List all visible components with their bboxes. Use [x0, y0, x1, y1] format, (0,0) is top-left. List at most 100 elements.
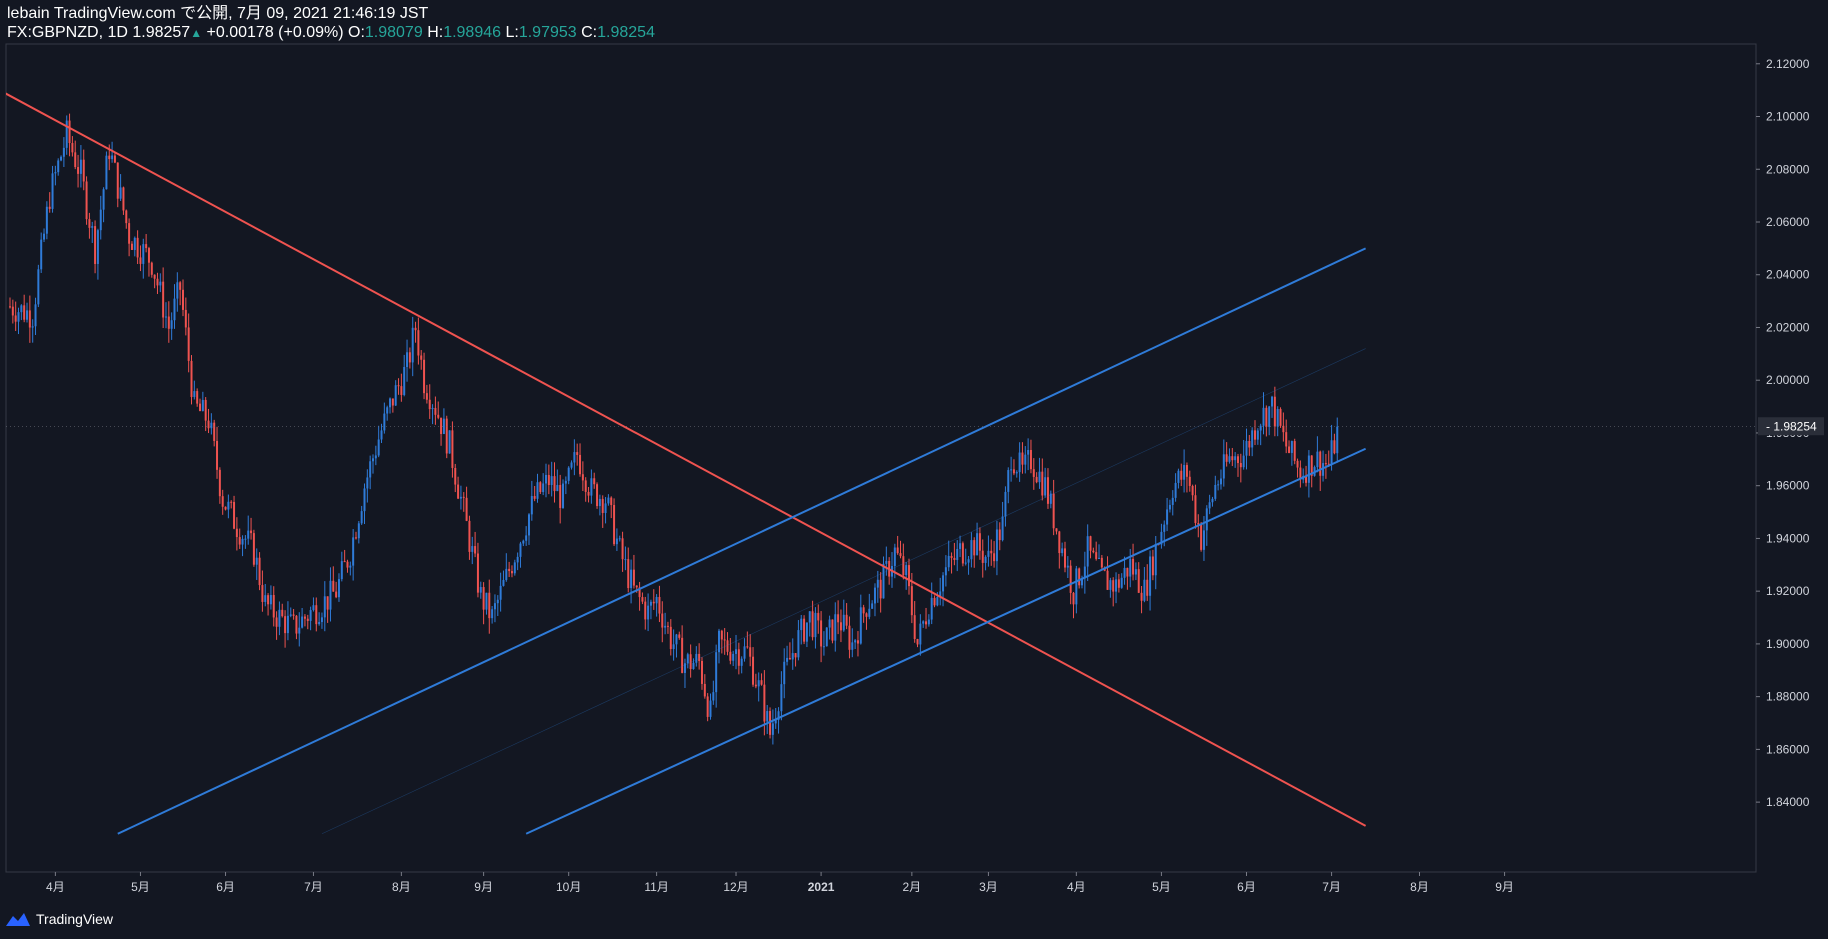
price-chart[interactable]: 2.12000 2.10000 2.08000 2.06000 2.04000 2.020…	[0, 0, 1828, 905]
candle-body	[579, 454, 582, 475]
trendline-channel-top[interactable]	[117, 247, 1367, 835]
candle	[1282, 412, 1285, 442]
candle-body	[647, 605, 650, 620]
candle	[1001, 501, 1004, 542]
candle-body	[425, 393, 428, 400]
candle-body	[899, 553, 902, 557]
symbol-label[interactable]: FX:GBPNZD, 1D	[7, 24, 128, 41]
candle	[1259, 423, 1262, 446]
time-axis[interactable]: 4月 5月 6月 7月 8月 9月 10月 11月 12月 2021 2月 3月 4月 5月 6月 7月 8月 9…	[46, 872, 1514, 894]
candle-body	[981, 550, 984, 563]
candle	[658, 585, 661, 623]
candle-body	[187, 327, 190, 361]
price-axis[interactable]: 2.12000 2.10000 2.08000 2.06000 2.04000 2.020…	[1756, 57, 1810, 809]
candle-body	[343, 561, 346, 563]
candle	[303, 614, 306, 627]
candle-body	[961, 543, 964, 564]
candle-body	[482, 587, 485, 610]
candle	[499, 572, 502, 612]
candle	[1236, 453, 1239, 477]
candle	[590, 469, 593, 504]
candle	[598, 494, 601, 516]
candle-body	[1055, 528, 1058, 532]
candle	[814, 607, 817, 649]
candle-body	[641, 597, 644, 602]
y-tick-label: 2.06000	[1766, 215, 1810, 229]
candle-body	[391, 398, 394, 406]
candle	[1052, 479, 1055, 536]
candle	[45, 201, 48, 240]
candle	[919, 614, 922, 656]
candle-body	[1333, 440, 1336, 454]
candle	[837, 600, 840, 635]
candle	[298, 612, 301, 647]
candle	[834, 602, 837, 652]
candle	[1146, 564, 1149, 602]
candle-body	[48, 206, 51, 209]
candle-body	[1185, 465, 1188, 477]
candle-body	[797, 630, 800, 658]
x-tick-label: 6月	[216, 880, 235, 894]
trendline-channel-bottom[interactable]	[525, 447, 1367, 835]
candle	[559, 474, 562, 524]
candle	[817, 604, 820, 634]
candle	[1160, 523, 1163, 549]
candle	[207, 408, 210, 434]
candle	[1109, 577, 1112, 598]
candle-body	[967, 559, 970, 563]
candle-body	[380, 430, 383, 440]
candle-body	[264, 595, 267, 602]
candle-body	[1044, 477, 1047, 496]
candle-body	[1194, 495, 1197, 524]
close-label: C:	[581, 24, 598, 41]
candle-body	[525, 535, 528, 541]
candle-body	[976, 533, 979, 556]
candle	[749, 634, 752, 667]
candle-body	[1205, 508, 1208, 531]
candle-body	[1109, 580, 1112, 590]
candle	[176, 272, 179, 312]
candle-body	[303, 616, 306, 619]
candle	[547, 464, 550, 495]
candle	[349, 561, 352, 576]
candle	[570, 460, 573, 470]
candle	[839, 609, 842, 643]
candle	[474, 531, 477, 558]
trendline-channel-mid[interactable]	[321, 348, 1366, 835]
trendlines-layer	[4, 92, 1367, 835]
candle-body	[1024, 454, 1027, 465]
candle-body	[652, 601, 655, 604]
y-tick-label: 1.86000	[1766, 742, 1810, 756]
candle	[964, 548, 967, 566]
candle	[647, 593, 650, 632]
candle-body	[856, 640, 859, 644]
plot-area[interactable]	[5, 43, 1757, 873]
candle-body	[499, 585, 502, 600]
candle-body	[397, 385, 400, 387]
candle	[187, 313, 190, 373]
candle	[777, 707, 780, 734]
candle	[638, 581, 641, 611]
candle-body	[584, 480, 587, 492]
candle-body	[150, 262, 153, 275]
candle-body	[1106, 570, 1109, 590]
candle	[1231, 447, 1234, 467]
candle-body	[780, 684, 783, 712]
candle	[899, 540, 902, 559]
y-tick-label: 2.08000	[1766, 162, 1810, 176]
candle	[1029, 439, 1032, 474]
candle-body	[428, 399, 431, 410]
candle	[170, 312, 173, 340]
candle-body	[817, 612, 820, 621]
candle	[1217, 480, 1220, 491]
candle-body	[207, 420, 210, 429]
candle-body	[374, 455, 377, 459]
candle-body	[933, 597, 936, 606]
candle	[258, 552, 261, 591]
candle-body	[54, 172, 57, 174]
candle-body	[964, 562, 967, 564]
candle	[508, 561, 511, 578]
trendline-resistance[interactable]	[4, 92, 1367, 827]
candle	[1327, 450, 1330, 467]
candle	[142, 238, 145, 279]
